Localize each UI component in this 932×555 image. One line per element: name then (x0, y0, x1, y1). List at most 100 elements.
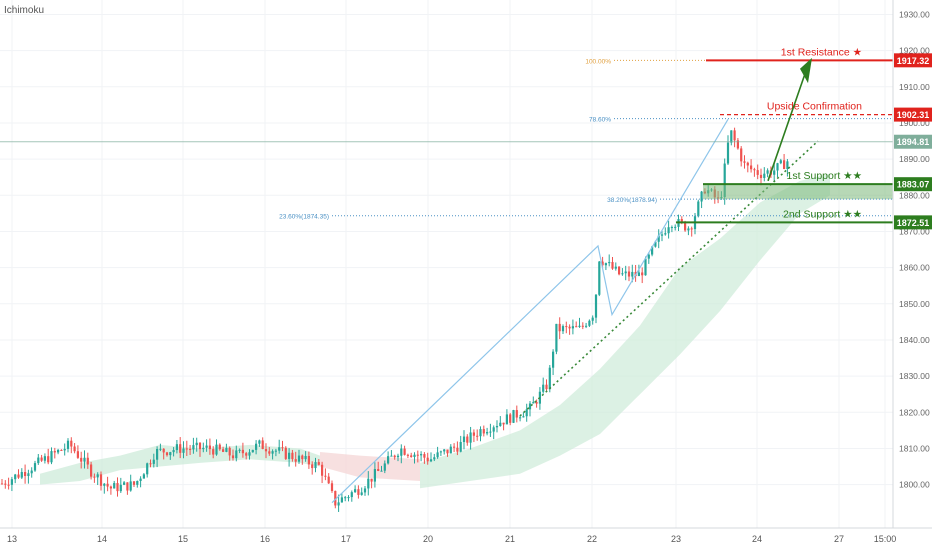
candle-body (594, 294, 598, 318)
candle-body (561, 326, 565, 332)
candle-body (195, 442, 198, 446)
candle-body (337, 502, 340, 506)
candle-body (443, 449, 446, 452)
candle-body (132, 481, 136, 485)
y-tick-label: 1810.00 (899, 443, 930, 453)
candle-body (288, 452, 291, 459)
candle-body (512, 410, 515, 423)
y-tick-label: 1840.00 (899, 335, 930, 345)
candle-body (301, 455, 304, 460)
candle-body (126, 482, 129, 491)
candle-body (165, 452, 169, 456)
candle-body (627, 271, 631, 277)
candle-body (413, 454, 416, 457)
candle-body (647, 254, 650, 259)
candle-body (347, 497, 350, 499)
candle-body (548, 367, 551, 390)
candle-body (499, 422, 502, 426)
candle-body (80, 457, 83, 462)
candle-body (753, 169, 756, 171)
price-tag-label: 1894.81 (897, 137, 930, 147)
candle-body (486, 432, 489, 434)
candle-body (119, 484, 122, 492)
candle-body (423, 454, 426, 458)
candle-body (555, 323, 558, 352)
harmonic-pattern-line (331, 119, 729, 504)
candle-body (340, 497, 343, 503)
candle-body (162, 448, 165, 453)
candle-body (189, 448, 192, 450)
x-tick-label: 15 (178, 534, 188, 544)
x-tick-label: 16 (260, 534, 270, 544)
time-axis: 13 14 15 16 17 20 21 22 23 24 27 15:00 (0, 527, 932, 544)
candle-body (90, 464, 93, 477)
candle-body (387, 456, 390, 464)
candle-body (614, 266, 617, 269)
candle-body (631, 271, 634, 277)
candle-body (479, 429, 482, 437)
candle-body (172, 450, 175, 453)
y-tick-label: 1830.00 (899, 371, 930, 381)
candle-body (317, 462, 320, 465)
candle-body (231, 455, 235, 459)
candle-body (403, 448, 406, 455)
candle-body (20, 472, 23, 478)
candle-body (766, 170, 769, 174)
candle-body (152, 459, 155, 464)
candle-body (324, 475, 327, 477)
candle-body (17, 474, 20, 478)
x-tick-label: 20 (423, 534, 433, 544)
candle-body (472, 432, 475, 436)
y-tick-label: 1860.00 (899, 263, 930, 273)
levels: 1st Resistance ★ Upside Confirmation 1st S… (676, 46, 893, 224)
candle-body (10, 479, 13, 485)
fib-label: 78.60% (589, 117, 611, 124)
candle-body (657, 235, 660, 242)
candle-body (466, 436, 469, 443)
candle-body (519, 417, 522, 419)
candle-body (459, 441, 462, 452)
price-tag (894, 53, 932, 68)
candle-body (344, 497, 347, 499)
candle-body (291, 452, 294, 460)
candle-body (489, 431, 492, 433)
candle-body (179, 444, 182, 453)
fib-label: 23.60%(1874.35) (279, 214, 329, 221)
candle-body (208, 445, 211, 450)
candle-body (674, 226, 677, 228)
candle-body (611, 262, 614, 269)
candle-body (156, 448, 159, 460)
candle-body (66, 440, 70, 449)
candle-body (281, 447, 284, 449)
candle-body (212, 449, 215, 455)
candle-body (248, 452, 251, 456)
candle-body (218, 444, 221, 450)
candle-body (637, 272, 640, 277)
candle-body (456, 447, 459, 452)
candle-body (380, 470, 383, 472)
x-tick-label: 15:00 (874, 534, 897, 544)
x-tick-label: 13 (7, 534, 17, 544)
x-tick-label: 14 (97, 534, 107, 544)
candle-body (469, 432, 472, 443)
candle-body (258, 440, 261, 444)
candle-body (687, 228, 690, 231)
candle-body (743, 161, 746, 163)
candle-body (86, 457, 89, 465)
candle-body (367, 478, 370, 489)
candle-body (532, 402, 535, 404)
candle-body (522, 416, 525, 418)
candle-body (222, 449, 225, 452)
candle-body (433, 457, 436, 460)
candle-body (377, 469, 380, 471)
candle-body (123, 482, 126, 485)
candle-body (149, 463, 152, 465)
target-arrow (767, 64, 809, 182)
candle-body (502, 422, 505, 425)
candle-body (225, 447, 228, 452)
candle-body (436, 452, 439, 458)
candle-body (264, 449, 268, 452)
candle-body (700, 191, 703, 202)
